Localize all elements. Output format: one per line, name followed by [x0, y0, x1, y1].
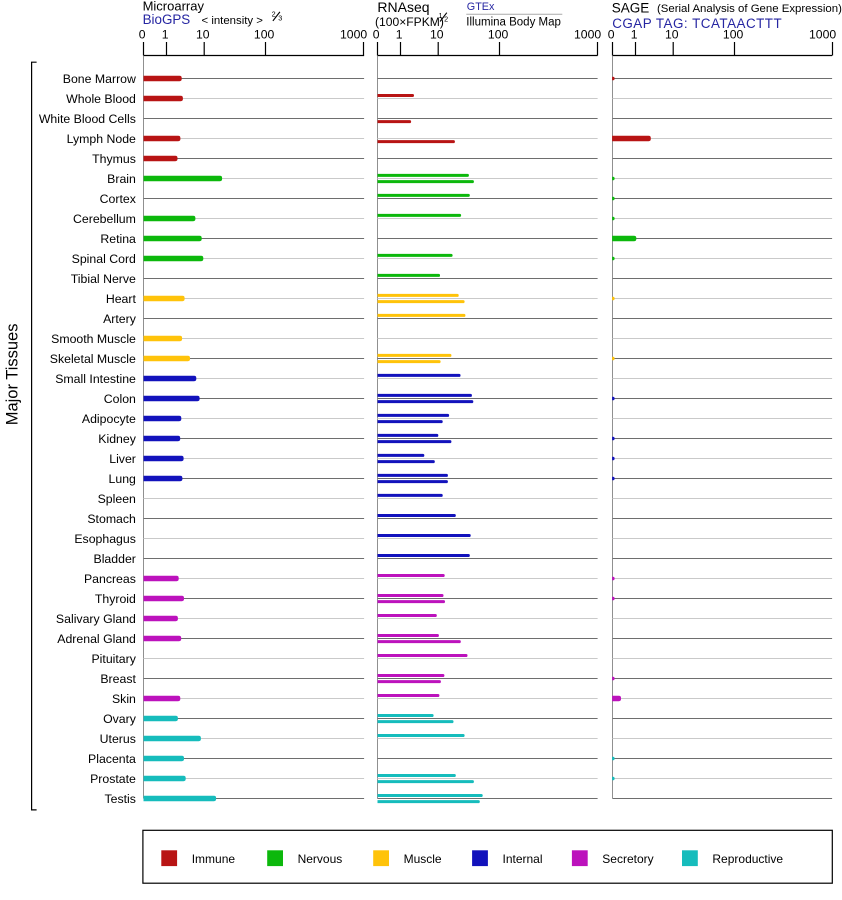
svg-text:1: 1 — [162, 27, 169, 41]
svg-text:GTEx: GTEx — [467, 1, 495, 13]
svg-text:100: 100 — [488, 27, 509, 41]
svg-text:Tibial Nerve: Tibial Nerve — [71, 272, 136, 286]
svg-text:Smooth Muscle: Smooth Muscle — [51, 332, 136, 346]
svg-text:2: 2 — [444, 14, 448, 23]
svg-text:1: 1 — [396, 27, 403, 41]
svg-text:Breast: Breast — [100, 672, 136, 686]
svg-text:(100×FPKM): (100×FPKM) — [375, 15, 444, 29]
svg-text:Adrenal Gland: Adrenal Gland — [57, 632, 136, 646]
svg-text:Retina: Retina — [100, 232, 136, 246]
svg-text:Esophagus: Esophagus — [74, 532, 136, 546]
svg-text:Adipocyte: Adipocyte — [82, 412, 136, 426]
svg-text:Lung: Lung — [109, 472, 137, 486]
svg-text:10: 10 — [665, 27, 679, 41]
svg-text:1000: 1000 — [574, 27, 601, 41]
svg-text:Uterus: Uterus — [100, 732, 136, 746]
svg-text:Brain: Brain — [107, 172, 136, 186]
svg-text:Spleen: Spleen — [98, 492, 136, 506]
svg-text:1: 1 — [439, 11, 443, 20]
svg-text:Thyroid: Thyroid — [95, 592, 136, 606]
svg-text:Colon: Colon — [104, 392, 136, 406]
svg-text:Heart: Heart — [106, 292, 137, 306]
svg-text:2: 2 — [272, 9, 276, 18]
svg-text:Kidney: Kidney — [98, 432, 136, 446]
svg-text:Bone Marrow: Bone Marrow — [63, 72, 136, 86]
svg-text:CGAP TAG: TCATAACTTT: CGAP TAG: TCATAACTTT — [612, 16, 782, 31]
svg-text:Whole Blood: Whole Blood — [66, 92, 136, 106]
svg-text:Salivary Gland: Salivary Gland — [56, 612, 136, 626]
svg-text:Thymus: Thymus — [92, 152, 136, 166]
svg-text:BioGPS: BioGPS — [143, 12, 191, 27]
svg-text:1000: 1000 — [340, 27, 367, 41]
svg-text:(Serial Analysis of Gene Expre: (Serial Analysis of Gene Expression) — [657, 3, 842, 15]
svg-text:Reproductive: Reproductive — [712, 852, 783, 866]
svg-text:Internal: Internal — [503, 852, 543, 866]
svg-text:Spinal Cord: Spinal Cord — [72, 252, 136, 266]
svg-text:Lymph Node: Lymph Node — [67, 132, 136, 146]
svg-text:Cortex: Cortex — [100, 192, 137, 206]
svg-text:1000: 1000 — [809, 27, 836, 41]
svg-text:Ovary: Ovary — [103, 712, 137, 726]
svg-text:0: 0 — [139, 27, 146, 41]
svg-text:Major Tissues: Major Tissues — [4, 324, 22, 426]
svg-text:10: 10 — [196, 27, 210, 41]
svg-text:1: 1 — [631, 27, 638, 41]
svg-text:Prostate: Prostate — [90, 772, 136, 786]
svg-text:Stomach: Stomach — [87, 512, 136, 526]
svg-text:White Blood Cells: White Blood Cells — [39, 112, 136, 126]
svg-text:Immune: Immune — [192, 852, 236, 866]
svg-text:Liver: Liver — [109, 452, 136, 466]
svg-text:Testis: Testis — [104, 792, 135, 806]
svg-text:100: 100 — [723, 27, 744, 41]
svg-text:Secretory: Secretory — [602, 852, 653, 866]
svg-text:Small Intestine: Small Intestine — [55, 372, 136, 386]
svg-text:Cerebellum: Cerebellum — [73, 212, 136, 226]
svg-text:Artery: Artery — [103, 312, 137, 326]
svg-text:3: 3 — [278, 14, 282, 23]
svg-text:Skeletal Muscle: Skeletal Muscle — [50, 352, 136, 366]
svg-text:Pituitary: Pituitary — [91, 652, 136, 666]
svg-text:0: 0 — [373, 27, 380, 41]
svg-text:Microarray: Microarray — [143, 0, 205, 13]
svg-text:10: 10 — [430, 27, 444, 41]
svg-text:Nervous: Nervous — [298, 852, 343, 866]
svg-text:Muscle: Muscle — [404, 852, 442, 866]
svg-text:0: 0 — [608, 27, 615, 41]
svg-text:< intensity >: < intensity > — [202, 15, 264, 27]
svg-text:SAGE: SAGE — [612, 1, 650, 16]
svg-text:Skin: Skin — [112, 692, 136, 706]
svg-text:Bladder: Bladder — [94, 552, 136, 566]
svg-text:Placenta: Placenta — [88, 752, 136, 766]
svg-text:Pancreas: Pancreas — [84, 572, 136, 586]
svg-text:Illumina Body Map: Illumina Body Map — [466, 17, 561, 29]
svg-text:RNAseq: RNAseq — [377, 0, 429, 15]
svg-text:100: 100 — [254, 27, 275, 41]
